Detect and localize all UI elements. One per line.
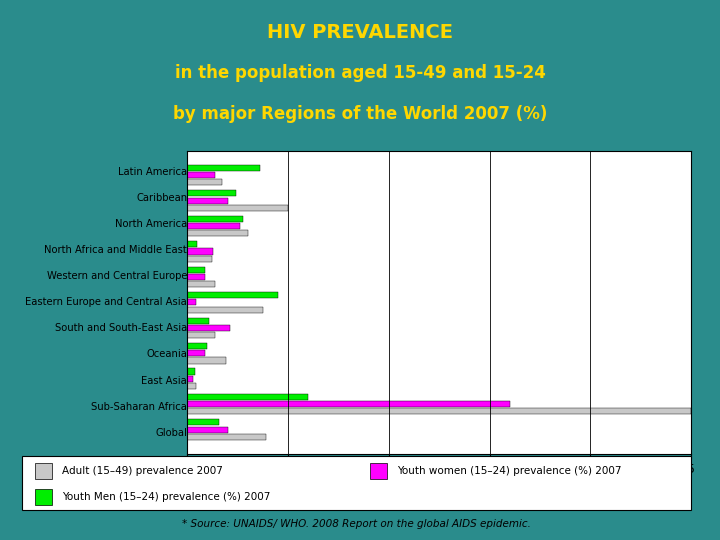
Bar: [187, 332, 215, 338]
Text: Youth women (15–24) prevalence (%) 2007: Youth women (15–24) prevalence (%) 2007: [397, 466, 621, 476]
Bar: [187, 427, 228, 433]
Bar: [187, 350, 205, 356]
Bar: [187, 241, 197, 247]
Bar: [187, 179, 222, 185]
Bar: [187, 368, 195, 375]
Bar: [187, 420, 220, 426]
Text: Sub-Saharan Africa: Sub-Saharan Africa: [91, 402, 187, 411]
Bar: [35, 489, 52, 505]
Bar: [187, 401, 510, 407]
Bar: [187, 172, 215, 178]
Bar: [187, 376, 193, 382]
Bar: [187, 274, 205, 280]
Text: HIV PREVALENCE: HIV PREVALENCE: [267, 23, 453, 42]
Bar: [187, 394, 308, 400]
Text: * Source: UNAIDS/ WHO. 2008 Report on the global AIDS epidemic.: * Source: UNAIDS/ WHO. 2008 Report on th…: [182, 519, 531, 529]
Bar: [187, 408, 691, 414]
Bar: [187, 299, 197, 306]
Bar: [187, 307, 263, 313]
Bar: [187, 318, 210, 323]
FancyBboxPatch shape: [22, 456, 691, 510]
Bar: [187, 255, 212, 262]
Bar: [35, 463, 52, 479]
Bar: [187, 216, 243, 222]
Bar: [187, 248, 213, 254]
Bar: [187, 343, 207, 349]
Text: Adult (15–49) prevalence 2007: Adult (15–49) prevalence 2007: [62, 466, 222, 476]
Bar: [187, 357, 225, 363]
Text: Western and Central Europe: Western and Central Europe: [47, 272, 187, 281]
Text: Oceania: Oceania: [146, 349, 187, 360]
Text: North Africa and Middle East: North Africa and Middle East: [45, 245, 187, 255]
Text: Global: Global: [156, 428, 187, 437]
Bar: [187, 230, 248, 237]
Bar: [187, 325, 230, 331]
Bar: [187, 281, 215, 287]
Bar: [187, 267, 205, 273]
Bar: [187, 165, 260, 171]
Bar: [370, 463, 387, 479]
Text: Youth Men (15–24) prevalence (%) 2007: Youth Men (15–24) prevalence (%) 2007: [62, 492, 270, 502]
Bar: [187, 223, 240, 229]
Bar: [187, 434, 266, 440]
Text: in the population aged 15-49 and 15-24: in the population aged 15-49 and 15-24: [174, 64, 546, 82]
Text: Caribbean: Caribbean: [136, 193, 187, 203]
Bar: [187, 198, 228, 204]
Bar: [187, 383, 197, 389]
Text: South and South-East Asia: South and South-East Asia: [55, 323, 187, 333]
Bar: [187, 292, 278, 298]
Text: Eastern Europe and Central Asia: Eastern Europe and Central Asia: [25, 298, 187, 307]
Text: East Asia: East Asia: [141, 375, 187, 386]
Bar: [187, 191, 235, 197]
Bar: [187, 205, 288, 211]
Text: Latin America: Latin America: [118, 167, 187, 177]
Text: by major Regions of the World 2007 (%): by major Regions of the World 2007 (%): [173, 105, 547, 123]
Text: North America: North America: [115, 219, 187, 230]
